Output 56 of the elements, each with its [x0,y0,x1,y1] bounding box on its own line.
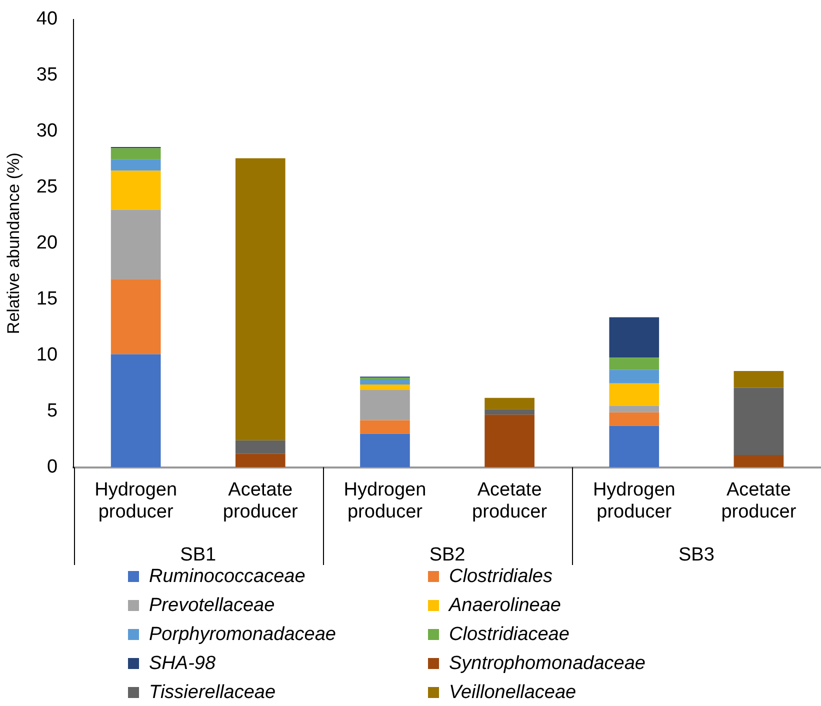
y-tick-label: 10 [36,344,58,366]
y-tick-label: 40 [36,8,58,30]
bar [110,170,161,210]
bar [484,409,534,415]
y-tick-label: 30 [36,120,58,142]
bar [110,354,161,468]
bar [110,159,161,171]
bar [235,454,286,468]
bar [360,380,410,384]
bar [235,158,286,440]
bar [360,434,410,468]
bar [609,412,660,426]
bar [609,406,660,412]
x-tick-label: Acetate producer [222,479,299,522]
y-tick-label: 25 [36,176,58,198]
bar [235,440,286,454]
bar [110,148,161,160]
bar [484,398,534,410]
legend-label: Syntrophomonadaceae [449,652,646,674]
y-tick-label: 0 [46,456,58,478]
bar [609,370,660,384]
x-tick-label: Acetate producer [721,479,797,522]
legend-label: Anaerolineae [449,594,561,616]
legend-label: Tissierellaceae [149,682,276,704]
x-tick-label: Acetate producer [472,479,548,522]
bar [734,388,784,455]
legend-label: Ruminococcaceae [149,566,306,588]
x-tick-label: Hydrogen producer [94,479,178,522]
bar [609,317,660,358]
bar [609,383,660,406]
y-tick-label: 20 [36,232,58,254]
legend-label: Clostridiaceae [449,624,570,646]
text: SB2 [429,544,466,566]
y-axis-title: Relative abundance (%) [4,152,23,334]
legend-label: Veillonellaceae [449,682,576,704]
bar [110,210,161,280]
bar [734,454,784,468]
bar [484,414,534,468]
legend-label: Porphyromonadaceae [149,624,336,646]
bar [110,279,161,354]
bar [734,371,784,388]
bar [360,384,410,390]
y-tick-label: 15 [36,288,58,310]
y-tick-label: 35 [36,64,58,86]
legend-label: SHA-98 [149,652,216,674]
bar [360,420,410,434]
bar [360,390,410,420]
x-tick-label: Hydrogen producer [592,479,676,522]
bar [609,358,660,370]
y-tick-label: 5 [46,400,58,422]
text: SB1 [180,544,216,566]
legend-label: Prevotellaceae [149,594,275,616]
text: SB3 [678,544,714,566]
legend-label: Clostridiales [449,566,552,588]
x-tick-label: Hydrogen producer [344,479,426,522]
bar [609,426,660,468]
